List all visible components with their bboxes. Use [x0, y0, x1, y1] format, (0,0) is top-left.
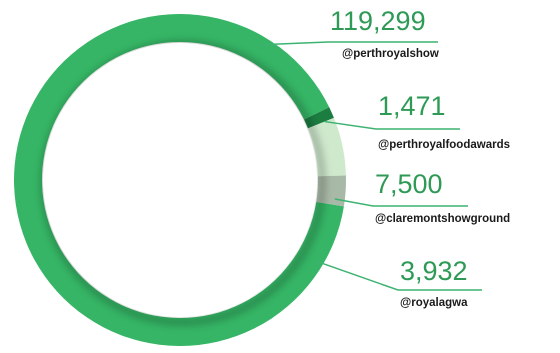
slice-handle-label: @perthroyalfoodawards — [378, 139, 510, 151]
slice-value-label: 3,932 — [400, 256, 468, 286]
donut-hole — [43, 43, 317, 317]
slice-labels: 119,299 @perthroyalshow 1,471 @perthroyalfo… — [330, 6, 510, 309]
slice-value-label: 119,299 — [330, 6, 426, 36]
leader-line-claremontshowground — [334, 198, 468, 207]
leader-line-perthroyalshow — [257, 41, 438, 46]
slice-handle-label: @royalagwa — [400, 297, 468, 309]
leader-lines — [257, 41, 482, 291]
slice-value-label: 7,500 — [375, 169, 443, 199]
slice-handle-label: @claremontshowground — [375, 213, 510, 225]
slice-value-label: 1,471 — [378, 91, 446, 121]
hole-shadow — [41, 41, 325, 325]
leader-line-royalagwa — [313, 259, 482, 291]
slice-handle-label: @perthroyalshow — [342, 48, 439, 60]
leader-line-perthroyalfoodawards — [324, 120, 460, 130]
